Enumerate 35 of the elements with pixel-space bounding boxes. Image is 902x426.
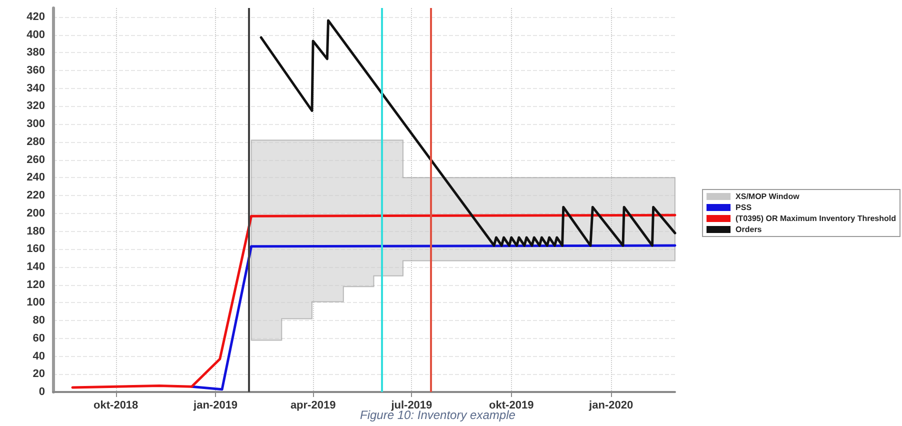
y-tick-label: 420 — [26, 10, 45, 23]
y-tick-label: 260 — [26, 154, 45, 166]
y-tick-label: 200 — [26, 207, 45, 220]
x-tick-label: apr-2019 — [290, 400, 336, 412]
x-tick-label: jul-2019 — [390, 400, 432, 412]
y-tick-label: 40 — [32, 350, 45, 362]
y-tick-label: 0 — [38, 386, 45, 398]
y-tick-label: 60 — [32, 332, 45, 344]
y-tick-label: 20 — [32, 368, 45, 380]
line-series — [71, 214, 676, 389]
y-tick-label: 400 — [26, 28, 45, 41]
y-tick-label: 160 — [26, 243, 45, 256]
legend-label: PSS — [736, 203, 752, 212]
legend-label: (T0395) OR Maximum Inventory Threshold — [736, 214, 896, 223]
legend-label: Orders — [736, 225, 762, 234]
y-tick-label: 240 — [26, 172, 45, 184]
y-tick-label: 380 — [26, 46, 45, 59]
y-tick-label: 80 — [32, 314, 45, 327]
y-tick-label: 300 — [26, 118, 45, 130]
line-series — [260, 19, 676, 247]
y-tick-label: 100 — [26, 296, 45, 309]
y-tick-label: 220 — [26, 190, 45, 202]
y-tick-label: 320 — [26, 100, 45, 112]
x-tick-label: okt-2018 — [94, 400, 138, 412]
legend-label: XS/MOP Window — [736, 192, 800, 201]
x-tick-label: jan-2019 — [192, 400, 238, 412]
y-tick-label: 140 — [26, 260, 45, 273]
y-tick-label: 180 — [26, 225, 45, 238]
y-tick-label: 120 — [26, 278, 45, 291]
x-tick-label: okt-2019 — [489, 400, 534, 412]
x-tick-label: jan-2020 — [588, 400, 634, 412]
y-tick-label: 280 — [26, 136, 45, 148]
line-series — [190, 244, 676, 391]
y-tick-label: 360 — [26, 64, 45, 77]
y-tick-label: 340 — [26, 82, 45, 94]
